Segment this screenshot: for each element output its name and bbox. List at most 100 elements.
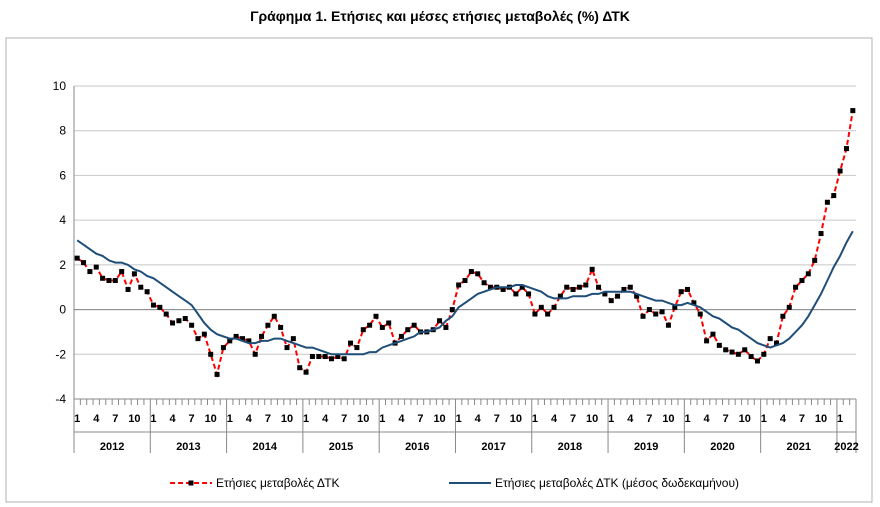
year-tick-label: 2018 xyxy=(558,441,582,453)
data-point xyxy=(462,278,468,284)
data-point xyxy=(87,269,93,275)
data-point xyxy=(640,313,646,319)
y-tick-label: -4 xyxy=(55,392,66,406)
data-point xyxy=(487,284,493,290)
data-point xyxy=(131,271,137,277)
data-point xyxy=(653,311,659,317)
month-tick-label: 10 xyxy=(357,413,369,425)
month-tick-label: 1 xyxy=(303,413,309,425)
data-point xyxy=(157,304,163,310)
data-point xyxy=(564,284,570,290)
month-tick-label: 1 xyxy=(227,413,233,425)
data-point xyxy=(837,168,843,174)
data-point xyxy=(621,286,627,292)
data-point xyxy=(386,320,392,326)
month-tick-label: 1 xyxy=(532,413,538,425)
year-tick-label: 2012 xyxy=(100,441,124,453)
data-point xyxy=(805,271,811,277)
data-point xyxy=(449,307,455,313)
data-point xyxy=(106,278,112,284)
data-point xyxy=(468,269,474,275)
month-tick-label: 10 xyxy=(281,413,293,425)
data-point xyxy=(685,286,691,292)
year-tick-label: 2014 xyxy=(252,441,277,453)
year-tick-label: 2020 xyxy=(710,441,734,453)
month-tick-label: 7 xyxy=(723,413,729,425)
y-tick-label: 0 xyxy=(59,303,66,317)
series-line-average xyxy=(76,230,854,356)
data-point xyxy=(850,108,856,114)
chart-title: Γράφημα 1. Ετήσιες και μέσες ετήσιες μετ… xyxy=(250,8,630,24)
data-point xyxy=(532,311,538,317)
data-point xyxy=(583,282,589,288)
data-point xyxy=(608,298,614,304)
data-point xyxy=(214,371,220,377)
data-point xyxy=(799,278,805,284)
data-point xyxy=(170,320,176,326)
data-point xyxy=(589,266,595,272)
data-point xyxy=(144,289,150,295)
series-layer xyxy=(74,108,856,379)
legend-label-average: Ετήσιες μεταβολές ΔΤΚ (μέσος δωδεκαμήνου… xyxy=(495,476,739,490)
data-point xyxy=(112,278,118,284)
y-tick-label: 8 xyxy=(59,124,66,138)
data-point xyxy=(824,199,830,205)
data-point xyxy=(672,304,678,310)
data-point xyxy=(195,336,201,342)
year-tick-label: 2017 xyxy=(481,441,505,453)
data-point xyxy=(729,349,735,355)
year-tick-label: 2016 xyxy=(405,441,429,453)
month-tick-label: 10 xyxy=(128,413,140,425)
data-point xyxy=(615,293,621,299)
data-point xyxy=(259,333,265,339)
data-point xyxy=(405,327,411,333)
month-tick-label: 4 xyxy=(704,413,711,425)
data-point xyxy=(767,336,773,342)
legend-marker-annual xyxy=(188,480,194,486)
data-point xyxy=(93,264,99,270)
month-tick-label: 4 xyxy=(475,413,482,425)
data-point xyxy=(316,354,322,360)
data-point xyxy=(735,351,741,357)
data-point xyxy=(201,331,207,337)
month-tick-label: 7 xyxy=(265,413,271,425)
data-point xyxy=(278,324,284,330)
month-tick-label: 7 xyxy=(799,413,805,425)
data-point xyxy=(774,340,780,346)
data-point xyxy=(176,318,182,324)
data-point xyxy=(189,322,195,328)
data-point xyxy=(373,313,379,319)
data-point xyxy=(303,369,309,375)
year-tick-label: 2021 xyxy=(787,441,811,453)
data-point xyxy=(290,336,296,342)
data-point xyxy=(704,338,710,344)
year-tick-label: 2013 xyxy=(176,441,200,453)
month-tick-label: 7 xyxy=(341,413,347,425)
month-tick-label: 4 xyxy=(169,413,176,425)
month-tick-label: 10 xyxy=(510,413,522,425)
chart-border xyxy=(5,37,873,503)
month-tick-label: 1 xyxy=(608,413,614,425)
month-tick-label: 7 xyxy=(189,413,195,425)
data-point xyxy=(576,284,582,290)
month-tick-label: 4 xyxy=(627,413,634,425)
data-point xyxy=(716,342,722,348)
y-tick-label: 10 xyxy=(53,79,67,93)
legend-layer: Ετήσιες μεταβολές ΔΤΚ Ετήσιες μεταβολές Δ… xyxy=(170,476,739,490)
data-point xyxy=(748,354,754,360)
data-point xyxy=(570,286,576,292)
data-point xyxy=(284,345,290,351)
month-tick-label: 10 xyxy=(739,413,751,425)
data-point xyxy=(239,336,245,342)
month-tick-label: 4 xyxy=(322,413,329,425)
y-tick-label: 2 xyxy=(59,258,66,272)
y-tick-label: -2 xyxy=(55,347,66,361)
data-point xyxy=(646,307,652,313)
series-line-annual xyxy=(76,110,854,379)
month-tick-label: 1 xyxy=(74,413,80,425)
month-tick-label: 7 xyxy=(417,413,423,425)
month-tick-label: 4 xyxy=(93,413,100,425)
month-tick-label: 4 xyxy=(398,413,405,425)
